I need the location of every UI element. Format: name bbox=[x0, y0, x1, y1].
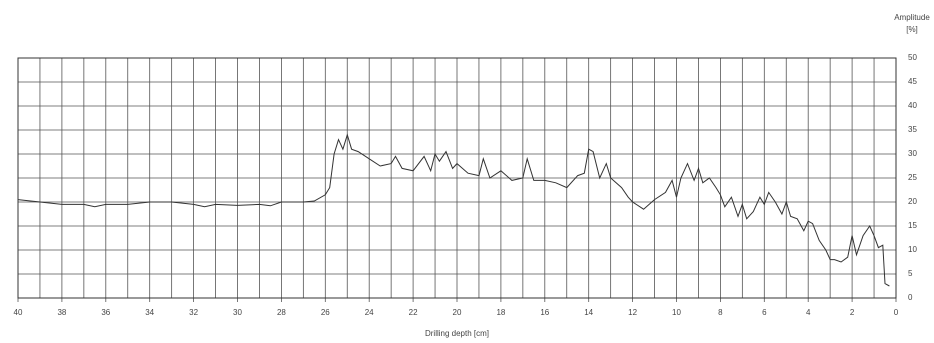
x-tick-label: 4 bbox=[806, 308, 811, 317]
y-axis-label: Amplitude bbox=[894, 13, 930, 22]
x-axis-label: Drilling depth [cm] bbox=[425, 329, 489, 338]
y-tick-label: 0 bbox=[908, 293, 913, 302]
x-tick-label: 36 bbox=[101, 308, 110, 317]
x-tick-label: 16 bbox=[540, 308, 549, 317]
y-tick-label: 50 bbox=[908, 53, 917, 62]
x-tick-label: 38 bbox=[57, 308, 66, 317]
y-tick-label: 45 bbox=[908, 77, 917, 86]
x-tick-label: 32 bbox=[189, 308, 198, 317]
x-tick-label: 28 bbox=[277, 308, 286, 317]
y-tick-label: 30 bbox=[908, 149, 917, 158]
x-tick-label: 20 bbox=[453, 308, 462, 317]
x-tick-label: 6 bbox=[762, 308, 767, 317]
y-tick-label: 25 bbox=[908, 173, 917, 182]
x-tick-label: 0 bbox=[894, 308, 899, 317]
y-tick-label: 10 bbox=[908, 245, 917, 254]
y-axis-label: [%] bbox=[906, 25, 918, 34]
x-tick-label: 24 bbox=[365, 308, 374, 317]
y-tick-label: 20 bbox=[908, 197, 917, 206]
y-tick-label: 5 bbox=[908, 269, 913, 278]
y-tick-label: 40 bbox=[908, 101, 917, 110]
x-tick-label: 18 bbox=[496, 308, 505, 317]
x-tick-label: 14 bbox=[584, 308, 593, 317]
data-line bbox=[17, 133, 890, 287]
x-tick-label: 34 bbox=[145, 308, 154, 317]
x-tick-label: 26 bbox=[321, 308, 330, 317]
x-tick-label: 8 bbox=[718, 308, 723, 317]
x-tick-label: 2 bbox=[850, 308, 855, 317]
x-tick-label: 30 bbox=[233, 308, 242, 317]
y-tick-label: 35 bbox=[908, 125, 917, 134]
x-tick-label: 10 bbox=[672, 308, 681, 317]
y-tick-label: 15 bbox=[908, 221, 917, 230]
plot-frame bbox=[17, 57, 897, 299]
x-tick-label: 22 bbox=[409, 308, 418, 317]
x-tick-label: 40 bbox=[14, 308, 23, 317]
x-tick-label: 12 bbox=[628, 308, 637, 317]
